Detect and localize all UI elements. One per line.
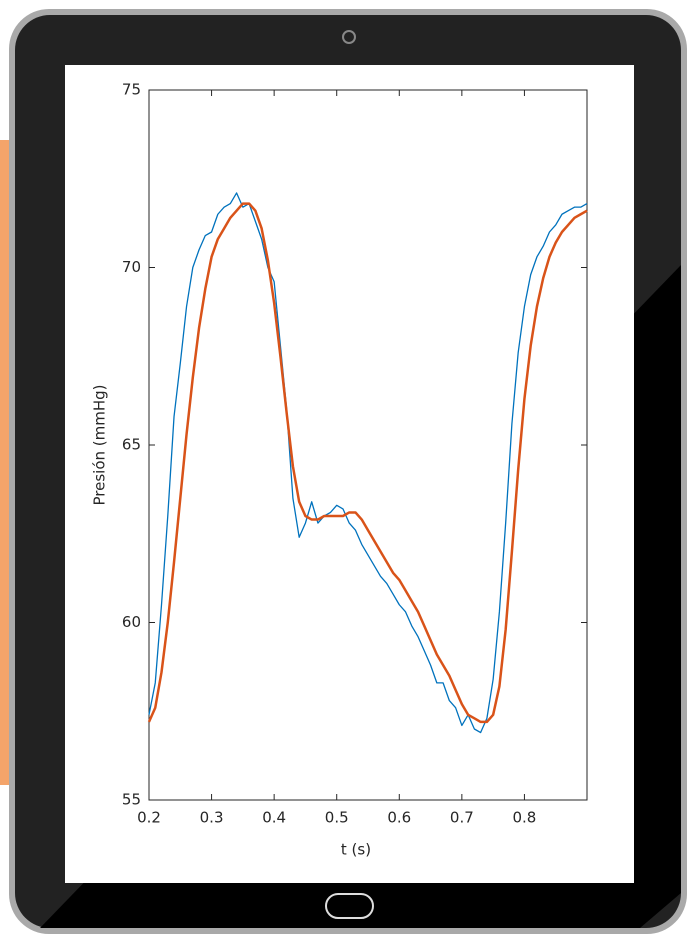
y-tick-label: 70 [122, 258, 141, 276]
screen [65, 65, 634, 883]
y-tick-label: 65 [122, 436, 141, 454]
home-button[interactable] [325, 893, 374, 919]
x-tick-label: 0.5 [325, 809, 349, 827]
x-tick-label: 0.3 [200, 809, 224, 827]
y-tick-label: 60 [122, 613, 141, 631]
plot: t (s) Presión (mmHg) [91, 384, 372, 858]
side-strip [0, 140, 9, 785]
camera [342, 30, 356, 44]
x-tick-label: 0.2 [137, 809, 161, 827]
x-tick-label: 0.6 [387, 809, 411, 827]
y-axis-label: Presión (mmHg) [91, 384, 109, 505]
y-tick-label: 55 [122, 791, 141, 809]
y-tick-label: 75 [122, 81, 141, 99]
data-line [147, 202, 588, 724]
data-line [148, 192, 588, 734]
x-tick-label: 0.7 [450, 809, 474, 827]
x-axis-label: t (s) [341, 841, 371, 859]
axes-box [148, 89, 588, 801]
x-tick-label: 0.4 [262, 809, 286, 827]
x-tick-label: 0.8 [512, 809, 536, 827]
